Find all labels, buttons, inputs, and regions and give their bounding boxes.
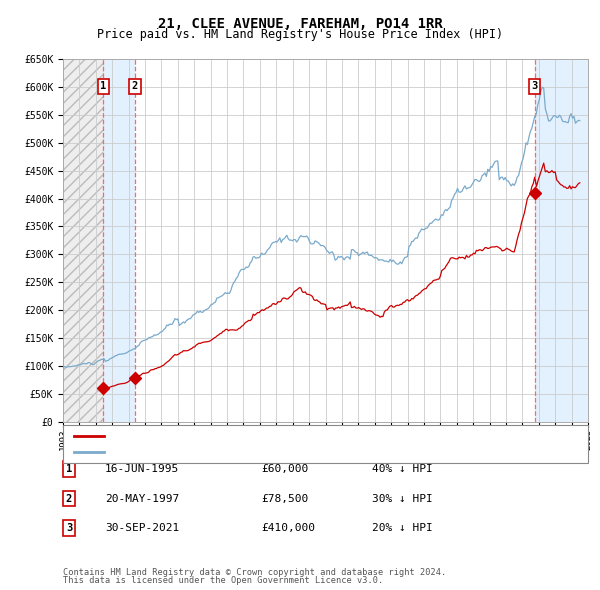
Text: 21, CLEE AVENUE, FAREHAM, PO14 1RR (detached house): 21, CLEE AVENUE, FAREHAM, PO14 1RR (deta…	[110, 431, 416, 441]
Text: £60,000: £60,000	[261, 464, 308, 474]
Text: 2: 2	[132, 81, 138, 91]
Text: 30-SEP-2021: 30-SEP-2021	[105, 523, 179, 533]
Text: 20% ↓ HPI: 20% ↓ HPI	[372, 523, 433, 533]
Text: HPI: Average price, detached house, Fareham: HPI: Average price, detached house, Fare…	[110, 447, 368, 457]
Bar	[103, 59, 135, 422]
Text: 3: 3	[532, 81, 538, 91]
Text: 2: 2	[66, 494, 72, 503]
Bar	[63, 59, 103, 422]
Text: 30% ↓ HPI: 30% ↓ HPI	[372, 494, 433, 503]
Text: £410,000: £410,000	[261, 523, 315, 533]
Bar	[63, 59, 103, 422]
Text: 16-JUN-1995: 16-JUN-1995	[105, 464, 179, 474]
Text: 20-MAY-1997: 20-MAY-1997	[105, 494, 179, 503]
Text: £78,500: £78,500	[261, 494, 308, 503]
Bar	[535, 59, 588, 422]
Text: Price paid vs. HM Land Registry's House Price Index (HPI): Price paid vs. HM Land Registry's House …	[97, 28, 503, 41]
Text: 21, CLEE AVENUE, FAREHAM, PO14 1RR: 21, CLEE AVENUE, FAREHAM, PO14 1RR	[158, 17, 442, 31]
Text: This data is licensed under the Open Government Licence v3.0.: This data is licensed under the Open Gov…	[63, 576, 383, 585]
Text: 1: 1	[66, 464, 72, 474]
Text: Contains HM Land Registry data © Crown copyright and database right 2024.: Contains HM Land Registry data © Crown c…	[63, 568, 446, 577]
Text: 1: 1	[100, 81, 106, 91]
Text: 40% ↓ HPI: 40% ↓ HPI	[372, 464, 433, 474]
Text: 3: 3	[66, 523, 72, 533]
